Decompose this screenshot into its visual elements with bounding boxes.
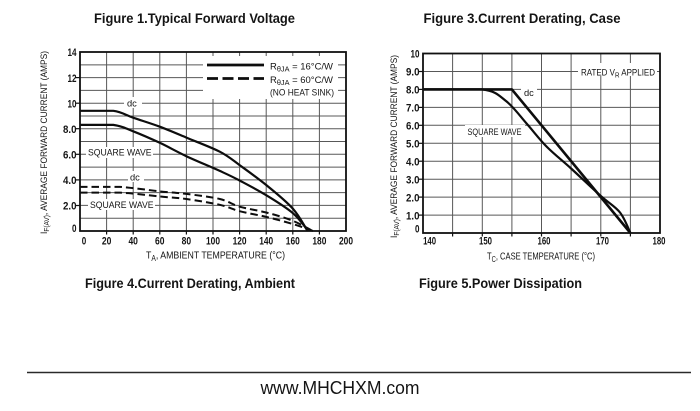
svg-text:8.0: 8.0	[406, 85, 420, 97]
svg-text:8.0: 8.0	[63, 124, 77, 136]
svg-text:0: 0	[82, 236, 87, 248]
svg-text:0: 0	[415, 224, 420, 236]
svg-text:1.0: 1.0	[406, 210, 420, 222]
svg-text:150: 150	[479, 236, 492, 248]
svg-text:140: 140	[259, 236, 273, 248]
svg-text:20: 20	[102, 236, 112, 248]
svg-text:Figure 1.Typical Forward Vol: Figure 1.Typical Forward Voltage	[94, 10, 295, 26]
svg-text:IF(AV), AVERAGE FORWARD CURREN: IF(AV), AVERAGE FORWARD CURRENT (AMPS)	[389, 55, 401, 238]
svg-text:4.0: 4.0	[63, 175, 77, 187]
svg-text:IF(AV), AVERAGE FORWARD CURREN: IF(AV), AVERAGE FORWARD CURRENT (AMPS)	[39, 51, 51, 234]
svg-text:TA, AMBIENT TEMPERATURE (°C): TA, AMBIENT TEMPERATURE (°C)	[146, 251, 285, 264]
svg-text:SQUARE WAVE: SQUARE WAVE	[90, 200, 154, 210]
svg-text:60: 60	[155, 236, 165, 248]
svg-text:6.0: 6.0	[63, 150, 77, 162]
svg-text:(NO HEAT SINK): (NO HEAT SINK)	[270, 88, 334, 98]
svg-text:Figure 4.Current Derating, Am: Figure 4.Current Derating, Ambient	[85, 275, 295, 291]
svg-text:180: 180	[653, 236, 666, 248]
svg-text:160: 160	[286, 236, 300, 248]
svg-text:dc: dc	[524, 88, 534, 98]
svg-text:9.0: 9.0	[406, 67, 420, 79]
svg-text:40: 40	[128, 236, 138, 248]
svg-text:180: 180	[312, 236, 326, 248]
svg-text:Figure 3.Current Derating, C: Figure 3.Current Derating, Case	[424, 10, 621, 26]
svg-text:TC, CASE TEMPERATURE (°C): TC, CASE TEMPERATURE (°C)	[487, 252, 595, 265]
svg-text:12: 12	[68, 73, 77, 85]
svg-text:14: 14	[68, 47, 78, 59]
svg-text:3.0: 3.0	[406, 174, 420, 186]
svg-text:10: 10	[68, 98, 77, 110]
svg-text:100: 100	[206, 236, 220, 248]
svg-text:160: 160	[538, 236, 551, 248]
svg-text:200: 200	[339, 236, 353, 248]
svg-text:80: 80	[182, 236, 192, 248]
svg-text:RATED VR APPLIED: RATED VR APPLIED	[581, 68, 655, 80]
svg-text:SQUARE WAVE: SQUARE WAVE	[88, 147, 152, 157]
svg-text:dc: dc	[130, 173, 140, 183]
svg-text:2.0: 2.0	[406, 192, 420, 204]
svg-text:170: 170	[596, 236, 609, 248]
svg-text:4.0: 4.0	[406, 156, 420, 168]
svg-text:SQUARE WAVE: SQUARE WAVE	[468, 127, 522, 137]
svg-text:6.0: 6.0	[406, 121, 420, 133]
svg-text:Figure 5.Power Dissipation: Figure 5.Power Dissipation	[419, 275, 582, 291]
svg-text:7.0: 7.0	[406, 103, 420, 115]
svg-text:140: 140	[423, 236, 436, 248]
svg-text:dc: dc	[127, 99, 137, 109]
svg-text:10: 10	[411, 49, 420, 61]
svg-text:2.0: 2.0	[63, 201, 77, 213]
svg-text:www.MHCHXM.com: www.MHCHXM.com	[260, 378, 420, 398]
svg-text:120: 120	[233, 236, 247, 248]
svg-text:5.0: 5.0	[406, 139, 420, 151]
svg-text:0: 0	[72, 223, 77, 235]
